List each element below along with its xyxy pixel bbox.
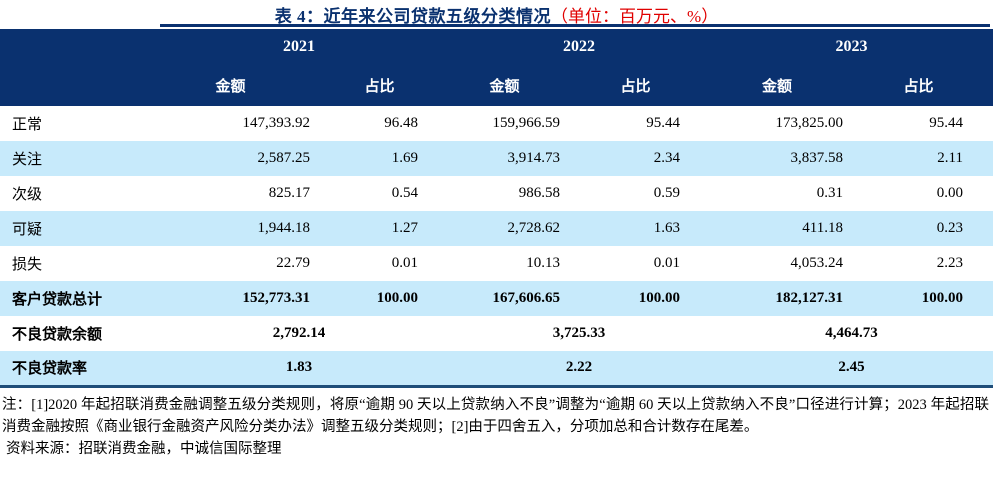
ratio-cell: 2.23 [936,255,963,271]
row-label: 损失 [12,257,43,273]
ratio-header-2022: 占比 [590,65,710,106]
table-row-loss: 损失 22.79 0.01 10.13 0.01 4,053.24 2.23 [0,246,993,281]
year-header-2022: 2022 [448,29,710,65]
ratio-cell: 0.00 [936,185,963,201]
table-title-text: 表 4：近年来公司贷款五级分类情况 [274,7,552,26]
amount-cell: 167,606.65 [492,290,561,306]
ratio-cell: 0.23 [936,220,963,236]
npl-balance-2023: 4,464.73 [825,325,878,341]
npl-ratio-2023: 2.45 [710,351,993,388]
amount-cell: 4,053.24 [790,255,844,271]
corner-cell [0,65,150,106]
amount-header-2021: 金额 [150,65,340,106]
subheader-row: 金额 占比 金额 占比 金额 占比 [0,65,993,106]
ratio-cell: 2.34 [653,150,680,166]
amount-cell: 159,966.59 [492,115,561,131]
row-label: 不良贷款率 [0,351,150,388]
npl-ratio-2022: 2.22 [448,351,710,388]
ratio-cell: 0.01 [391,255,418,271]
amount-cell: 10.13 [526,255,560,271]
amount-cell: 152,773.31 [242,290,311,306]
amount-cell: 825.17 [268,185,310,201]
row-label: 次级 [12,187,43,203]
table-title-unit: （单位：百万元、%） [551,7,719,26]
amount-cell: 22.79 [276,255,310,271]
table-body: 正常 147,393.92 96.48 159,966.59 95.44 173… [0,106,993,388]
amount-cell: 986.58 [518,185,560,201]
year-header-row: 2021 2022 2023 [0,29,993,65]
amount-cell: 1,944.18 [257,220,311,236]
ratio-cell: 100.00 [921,290,963,306]
row-label: 不良贷款余额 [12,327,103,343]
row-label: 客户贷款总计 [12,292,103,308]
table-header: 2021 2022 2023 金额 占比 金额 占比 金额 占比 [0,29,993,106]
year-header-2023: 2023 [710,29,993,65]
amount-cell: 182,127.31 [775,290,844,306]
ratio-cell: 100.00 [376,290,418,306]
amount-cell: 3,837.58 [790,150,844,166]
row-label: 正常 [12,117,43,133]
table-row-normal: 正常 147,393.92 96.48 159,966.59 95.44 173… [0,106,993,141]
amount-cell: 147,393.92 [242,115,311,131]
npl-balance-2022: 3,725.33 [552,325,606,341]
npl-ratio-2021: 1.83 [150,351,448,388]
table-title: 表 4：近年来公司贷款五级分类情况（单位：百万元、%） [0,0,993,26]
ratio-cell: 100.00 [638,290,680,306]
ratio-cell: 95.44 [646,115,680,131]
amount-cell: 411.18 [802,220,843,236]
year-header-2021: 2021 [150,29,448,65]
amount-cell: 3,914.73 [507,150,561,166]
amount-header-2022: 金额 [448,65,590,106]
ratio-cell: 1.69 [391,150,418,166]
ratio-cell: 1.27 [391,220,418,236]
title-underline [160,24,990,27]
corner-cell [0,29,150,65]
table-row-npl-balance: 不良贷款余额 2,792.14 3,725.33 4,464.73 [0,316,993,351]
ratio-cell: 1.63 [653,220,680,236]
amount-cell: 2,587.25 [257,150,311,166]
ratio-cell: 0.59 [653,185,680,201]
table-row-doubtful: 可疑 1,944.18 1.27 2,728.62 1.63 411.18 0.… [0,211,993,246]
table-row-special-mention: 关注 2,587.25 1.69 3,914.73 2.34 3,837.58 … [0,141,993,176]
row-label: 关注 [12,152,43,168]
source-line: 资料来源：招联消费金融，中诚信国际整理 [6,440,282,457]
amount-cell: 173,825.00 [775,115,844,131]
ratio-header-2023: 占比 [873,65,993,106]
row-label: 可疑 [12,222,43,238]
table-row-total-loans: 客户贷款总计 152,773.31 100.00 167,606.65 100.… [0,281,993,316]
table-row-substandard: 次级 825.17 0.54 986.58 0.59 0.31 0.00 [0,176,993,211]
footnote: 注：[1]2020 年起招联消费金融调整五级分类规则，将原“逾期 90 天以上贷… [2,396,989,435]
amount-cell: 2,728.62 [507,220,561,236]
table-row-npl-ratio: 不良贷款率 1.83 2.22 2.45 [0,351,993,388]
ratio-cell: 2.11 [937,150,963,166]
loan-five-level-classification-table: 2021 2022 2023 金额 占比 金额 占比 金额 占比 正常 147,… [0,29,993,388]
amount-header-2023: 金额 [710,65,873,106]
ratio-cell: 96.48 [384,115,418,131]
ratio-cell: 0.54 [391,185,418,201]
ratio-cell: 0.01 [653,255,680,271]
ratio-header-2021: 占比 [340,65,448,106]
npl-balance-2021: 2,792.14 [272,325,326,341]
amount-cell: 0.31 [816,185,843,201]
ratio-cell: 95.44 [929,115,963,131]
